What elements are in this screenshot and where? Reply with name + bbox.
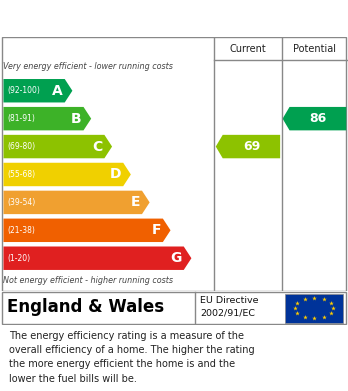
Polygon shape <box>3 191 150 214</box>
Polygon shape <box>3 79 72 102</box>
Text: Energy Efficiency Rating: Energy Efficiency Rating <box>9 11 219 26</box>
Text: 69: 69 <box>243 140 260 153</box>
Text: Current: Current <box>230 43 266 54</box>
Text: Very energy efficient - lower running costs: Very energy efficient - lower running co… <box>3 62 173 71</box>
Polygon shape <box>3 246 191 270</box>
Polygon shape <box>283 107 346 130</box>
Text: (69-80): (69-80) <box>8 142 36 151</box>
Text: G: G <box>170 251 182 265</box>
Text: (39-54): (39-54) <box>8 198 36 207</box>
Polygon shape <box>216 135 280 158</box>
Text: A: A <box>52 84 63 98</box>
Text: The energy efficiency rating is a measure of the
overall efficiency of a home. T: The energy efficiency rating is a measur… <box>9 330 254 384</box>
FancyBboxPatch shape <box>285 294 343 323</box>
Text: EU Directive
2002/91/EC: EU Directive 2002/91/EC <box>200 296 259 317</box>
Text: D: D <box>110 167 121 181</box>
Text: B: B <box>71 112 81 126</box>
Polygon shape <box>3 219 171 242</box>
Text: Potential: Potential <box>293 43 337 54</box>
Polygon shape <box>3 107 91 130</box>
Polygon shape <box>3 163 131 186</box>
Text: F: F <box>151 223 161 237</box>
Text: (1-20): (1-20) <box>8 254 31 263</box>
Text: (55-68): (55-68) <box>8 170 36 179</box>
Text: C: C <box>92 140 102 154</box>
Text: (81-91): (81-91) <box>8 114 35 123</box>
Text: England & Wales: England & Wales <box>7 298 164 316</box>
Polygon shape <box>3 135 112 158</box>
Text: (21-38): (21-38) <box>8 226 35 235</box>
Text: (92-100): (92-100) <box>8 86 40 95</box>
Text: 86: 86 <box>309 112 326 125</box>
Text: Not energy efficient - higher running costs: Not energy efficient - higher running co… <box>3 276 174 285</box>
Text: E: E <box>130 196 140 210</box>
